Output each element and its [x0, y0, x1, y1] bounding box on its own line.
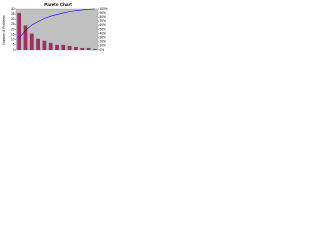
- y-tick-label: 25: [11, 22, 15, 26]
- bar: [23, 25, 28, 50]
- y-tick-label: 30: [11, 17, 15, 21]
- y-tick-label: 40: [11, 7, 15, 11]
- plot-area: [15, 8, 99, 51]
- bar: [86, 47, 91, 50]
- bar: [74, 46, 78, 50]
- bar: [92, 48, 97, 50]
- y2-tick-label: 40%: [100, 31, 107, 35]
- y2-tick-label: 30%: [100, 36, 107, 40]
- y2-tick-label: 100%: [100, 7, 108, 11]
- bar: [36, 38, 40, 50]
- y-tick-label: 0: [13, 48, 15, 52]
- y2-tick-label: 60%: [100, 23, 107, 27]
- y-tick-label: 35: [11, 12, 15, 16]
- y-tick-label: 10: [11, 38, 15, 42]
- bar: [55, 44, 59, 50]
- chart-title: Pareto Chart: [44, 2, 72, 7]
- y-axis-label: Number of Problems: [2, 15, 6, 45]
- y2-tick-label: 0%: [100, 48, 105, 52]
- y2-tick-label: 10%: [100, 44, 107, 48]
- bar: [61, 44, 66, 50]
- y-tick-label: 15: [11, 32, 15, 36]
- bar: [17, 13, 22, 51]
- y2-tick-label: 80%: [100, 15, 107, 19]
- y2-tick-label: 90%: [100, 11, 107, 15]
- bar: [80, 47, 85, 50]
- cumulative-line: [18, 8, 95, 39]
- y2-tick-label: 20%: [100, 40, 107, 44]
- y-tick-label: 5: [13, 43, 15, 47]
- bar: [42, 40, 47, 50]
- bar: [48, 42, 53, 50]
- y-tick-label: 20: [11, 27, 15, 31]
- bar: [29, 33, 34, 50]
- y2-tick-label: 70%: [100, 19, 107, 23]
- y2-tick-label: 50%: [100, 27, 107, 31]
- bar: [67, 45, 72, 50]
- chart: Pareto Chart Number of Problems 05101520…: [2, 2, 108, 52]
